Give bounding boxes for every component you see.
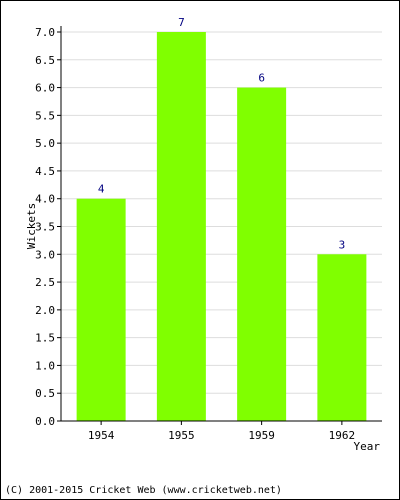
y-tick-label: 3.5 (35, 221, 55, 234)
y-tick-label: 6.0 (35, 82, 55, 95)
y-axis-title: Wickets (25, 203, 38, 249)
x-tick-label: 1955 (168, 429, 195, 442)
bar (76, 198, 126, 421)
x-axis-title: Year (354, 440, 381, 453)
axes (57, 26, 382, 425)
y-tick-label: 1.5 (35, 332, 55, 345)
y-tick-label: 0.5 (35, 387, 55, 400)
data-label: 6 (258, 72, 265, 85)
y-tick-labels: 0.0 0.5 1.0 1.5 2.0 2.5 3.0 3.5 4.0 4.5 5.0 5.5 6.0 6… (35, 26, 55, 428)
y-tick-label: 2.0 (35, 304, 55, 317)
y-tick-label: 3.0 (35, 248, 55, 261)
y-tick-label: 5.5 (35, 109, 55, 122)
y-tick-label: 7.0 (35, 26, 55, 39)
y-tick-label: 2.5 (35, 276, 55, 289)
data-label: 7 (178, 16, 185, 29)
y-tick-label: 5.0 (35, 137, 55, 150)
data-label: 4 (98, 183, 105, 196)
y-tick-label: 1.0 (35, 359, 55, 372)
bars (76, 32, 367, 422)
y-tick-label: 0.0 (35, 415, 55, 428)
x-tick-label: 1962 (329, 429, 356, 442)
bar-chart: 0.0 0.5 1.0 1.5 2.0 2.5 3.0 3.5 4.0 4.5 5.0 5.5 6.0 6… (25, 16, 382, 453)
bar (317, 254, 367, 421)
data-labels: 4 7 6 3 (98, 16, 345, 251)
y-tick-label: 4.5 (35, 165, 55, 178)
copyright-footer: (C) 2001-2015 Cricket Web (www.cricketwe… (5, 485, 282, 496)
x-tick-labels: 1954 1955 1959 1962 (88, 429, 355, 442)
bar (156, 32, 206, 421)
x-tick-label: 1954 (88, 429, 115, 442)
y-tick-label: 6.5 (35, 54, 55, 67)
data-label: 3 (339, 238, 346, 251)
bar (237, 87, 287, 422)
y-tick-label: 4.0 (35, 193, 55, 206)
x-tick-label: 1959 (248, 429, 275, 442)
